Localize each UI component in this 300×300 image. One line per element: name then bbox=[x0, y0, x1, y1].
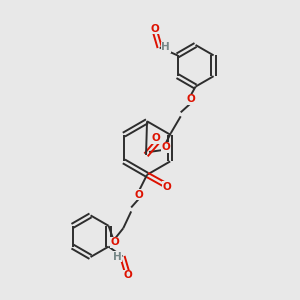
Text: O: O bbox=[135, 190, 143, 200]
Text: O: O bbox=[161, 142, 170, 152]
Text: O: O bbox=[123, 270, 132, 280]
Text: H: H bbox=[113, 251, 122, 262]
Text: O: O bbox=[163, 182, 171, 192]
Text: O: O bbox=[186, 94, 195, 104]
Text: O: O bbox=[152, 133, 160, 143]
Text: O: O bbox=[111, 237, 120, 247]
Text: H: H bbox=[161, 43, 170, 52]
Text: O: O bbox=[150, 24, 159, 34]
